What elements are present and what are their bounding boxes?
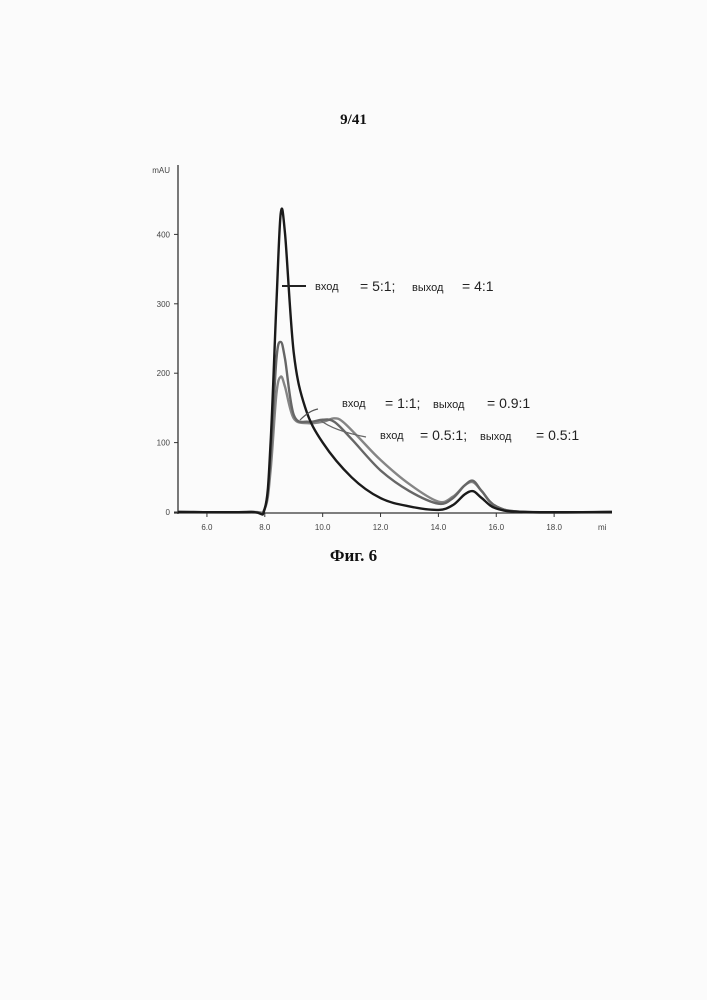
- chart-annotations: вход = 5:1; выход = 4:1 вход = 1:1; выход = 0.9…: [282, 278, 579, 443]
- chart-series: [178, 209, 612, 515]
- annotation-out-label: выход: [412, 282, 444, 294]
- y-tick-label: 300: [157, 300, 171, 309]
- annotation-in-label: вход: [380, 430, 404, 442]
- y-tick-label: 200: [157, 369, 171, 378]
- x-tick-label: 14.0: [431, 523, 447, 532]
- chromatogram-chart: 0 100 200 300 400 mAU 6.0 8.0 10.0 12.0 14.0 16.0 18…: [0, 0, 707, 560]
- x-tick-label: 6.0: [201, 523, 213, 532]
- annotation-out-value: = 0.5:1: [536, 427, 579, 443]
- annotation-out-value: = 4:1: [462, 278, 494, 294]
- annotation-out-label: выход: [433, 399, 465, 411]
- annotation-in-value: = 0.5:1;: [420, 427, 467, 443]
- chart-axes: 0 100 200 300 400 mAU 6.0 8.0 10.0 12.0 14.0 16.0 18…: [152, 165, 612, 532]
- annotation-in-label: вход: [342, 398, 366, 410]
- y-tick-label: 400: [157, 230, 171, 239]
- x-tick-label: 12.0: [373, 523, 389, 532]
- x-tick-label: 10.0: [315, 523, 331, 532]
- x-tick-label: 16.0: [488, 523, 504, 532]
- annotation-out-label: выход: [480, 431, 512, 443]
- y-axis-unit-label: mAU: [152, 166, 170, 175]
- y-tick-label: 100: [157, 439, 171, 448]
- figure-caption: Фиг. 6: [0, 546, 707, 566]
- series-line-1: [178, 209, 612, 515]
- annotation-in-value: = 5:1;: [360, 278, 395, 294]
- x-tick-label: 8.0: [259, 523, 271, 532]
- x-tick-label: 18.0: [546, 523, 562, 532]
- x-axis-end-label: mi: [598, 523, 607, 532]
- annotation-in-value: = 1:1;: [385, 395, 420, 411]
- annotation-out-value: = 0.9:1: [487, 395, 530, 411]
- y-tick-label: 0: [166, 508, 171, 517]
- annotation-in-label: вход: [315, 281, 339, 293]
